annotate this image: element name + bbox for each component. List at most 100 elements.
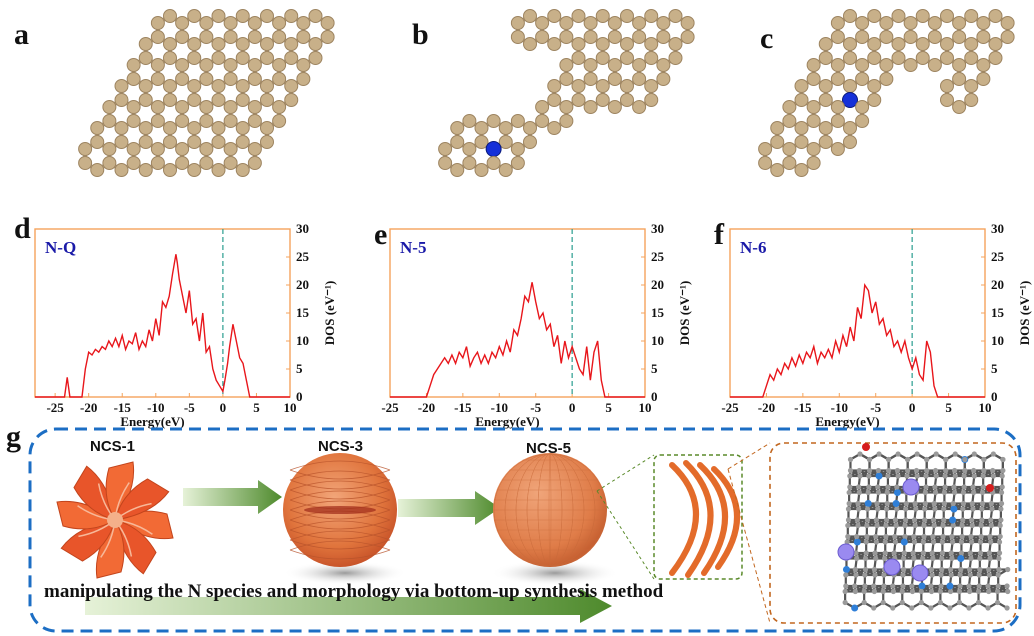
carbon-atom xyxy=(296,30,311,44)
carbon-atom xyxy=(879,58,894,72)
carbon-atom xyxy=(875,506,881,512)
carbon-atom xyxy=(175,100,190,114)
carbon-atom xyxy=(891,51,906,65)
panel-letter-f: f xyxy=(714,218,724,251)
wrinkle-line xyxy=(289,520,391,531)
carbon-atom xyxy=(938,583,944,589)
carbon-atom xyxy=(960,489,967,496)
carbon-atom xyxy=(903,506,909,512)
carbon-atom xyxy=(547,9,562,23)
carbon-atom xyxy=(843,572,849,578)
carbon-atom xyxy=(163,121,177,135)
carbon-atom xyxy=(969,522,975,529)
carbon-atom xyxy=(308,37,323,51)
carbon-atom xyxy=(847,473,853,479)
carbon-atom xyxy=(284,9,299,23)
x-tick-label: 0 xyxy=(220,400,227,415)
carbon-atom xyxy=(901,555,907,562)
nitrogen-atom xyxy=(842,566,850,573)
carbon-atom xyxy=(885,456,892,463)
carbon-atom xyxy=(114,163,129,177)
dos-plot-n-5: -25 -20 -15 -10 -5 0 5 10051015202530N-5Energy(… xyxy=(381,221,692,429)
carbon-atom xyxy=(510,142,525,156)
carbon-atom xyxy=(964,51,979,65)
panel-letter-b: b xyxy=(412,18,429,51)
carbon-atom xyxy=(977,550,984,556)
carbon-atom xyxy=(967,572,973,578)
carbon-atom xyxy=(997,533,1003,540)
carbon-atom xyxy=(856,467,862,474)
carbon-atom xyxy=(959,533,965,540)
carbon-atom xyxy=(939,566,945,573)
carbon-atom xyxy=(595,37,610,51)
carbon-atom xyxy=(175,72,190,86)
dopant-ion xyxy=(911,564,929,582)
carbon-atom xyxy=(857,451,863,457)
nitrogen-atom xyxy=(842,92,858,108)
carbon-atom xyxy=(957,572,963,578)
carbon-atom xyxy=(990,473,996,479)
carbon-atom xyxy=(978,522,984,529)
carbon-atom xyxy=(979,506,985,512)
carbon-atom xyxy=(994,588,1001,595)
carbon-atom xyxy=(854,517,860,523)
carbon-atom xyxy=(296,72,311,86)
carbon-atom xyxy=(988,517,994,523)
carbon-atom xyxy=(967,550,973,556)
carbon-atom xyxy=(818,51,833,65)
carbon-atom xyxy=(806,58,821,72)
carbon-atom xyxy=(847,467,854,474)
carbon-atom xyxy=(855,72,870,86)
atoms xyxy=(758,9,1015,177)
dos-curve xyxy=(35,254,290,398)
carbon-atom xyxy=(872,550,878,556)
carbon-atom xyxy=(211,9,226,23)
carbon-atom xyxy=(247,142,262,156)
x-axis-label: Energy(eV) xyxy=(475,414,539,429)
carbon-atom xyxy=(958,550,965,556)
carbon-atom xyxy=(905,456,911,463)
carbon-atom xyxy=(510,30,525,44)
carbon-atom xyxy=(911,517,918,523)
carbon-atom xyxy=(571,37,586,51)
carbon-atom xyxy=(583,30,598,44)
carbon-atom xyxy=(235,163,250,177)
carbon-atom xyxy=(899,588,905,595)
carbon-atom xyxy=(976,16,991,30)
carbon-atom xyxy=(871,605,877,611)
carbon-atom xyxy=(915,51,930,65)
carbon-atom xyxy=(862,572,868,578)
carbon-atom xyxy=(163,79,177,93)
carbon-atom xyxy=(867,79,882,93)
carbon-atom xyxy=(913,467,920,474)
layered-shell xyxy=(669,460,741,578)
carbon-atom xyxy=(284,93,299,107)
atoms xyxy=(78,9,335,177)
carbon-atom xyxy=(961,484,967,490)
carbon-atom xyxy=(619,9,634,23)
carbon-atom xyxy=(583,100,598,114)
x-axis-label: Energy(eV) xyxy=(120,414,184,429)
carbon-atom xyxy=(873,539,879,545)
carbon-atom xyxy=(939,79,954,93)
y-tick-label: 25 xyxy=(296,249,310,264)
carbon-atom xyxy=(163,163,177,177)
carbon-atom xyxy=(931,522,937,529)
carbon-atom xyxy=(247,156,262,170)
carbon-atom xyxy=(535,114,550,128)
carbon-atom xyxy=(296,16,311,30)
carbon-atom xyxy=(223,142,238,156)
carbon-atom xyxy=(857,473,863,479)
flower-petal xyxy=(114,478,170,521)
carbon-atom xyxy=(782,142,797,156)
carbon-atom xyxy=(668,51,683,65)
carbon-atom xyxy=(770,121,785,135)
carbon-atom xyxy=(150,142,165,156)
carbon-atom xyxy=(259,93,274,107)
carbon-atom xyxy=(187,9,202,23)
carbon-atom xyxy=(933,451,939,457)
carbon-atom xyxy=(987,555,993,562)
carbon-atom xyxy=(247,30,262,44)
carbon-atom xyxy=(883,533,889,540)
carbon-atom xyxy=(199,16,214,30)
